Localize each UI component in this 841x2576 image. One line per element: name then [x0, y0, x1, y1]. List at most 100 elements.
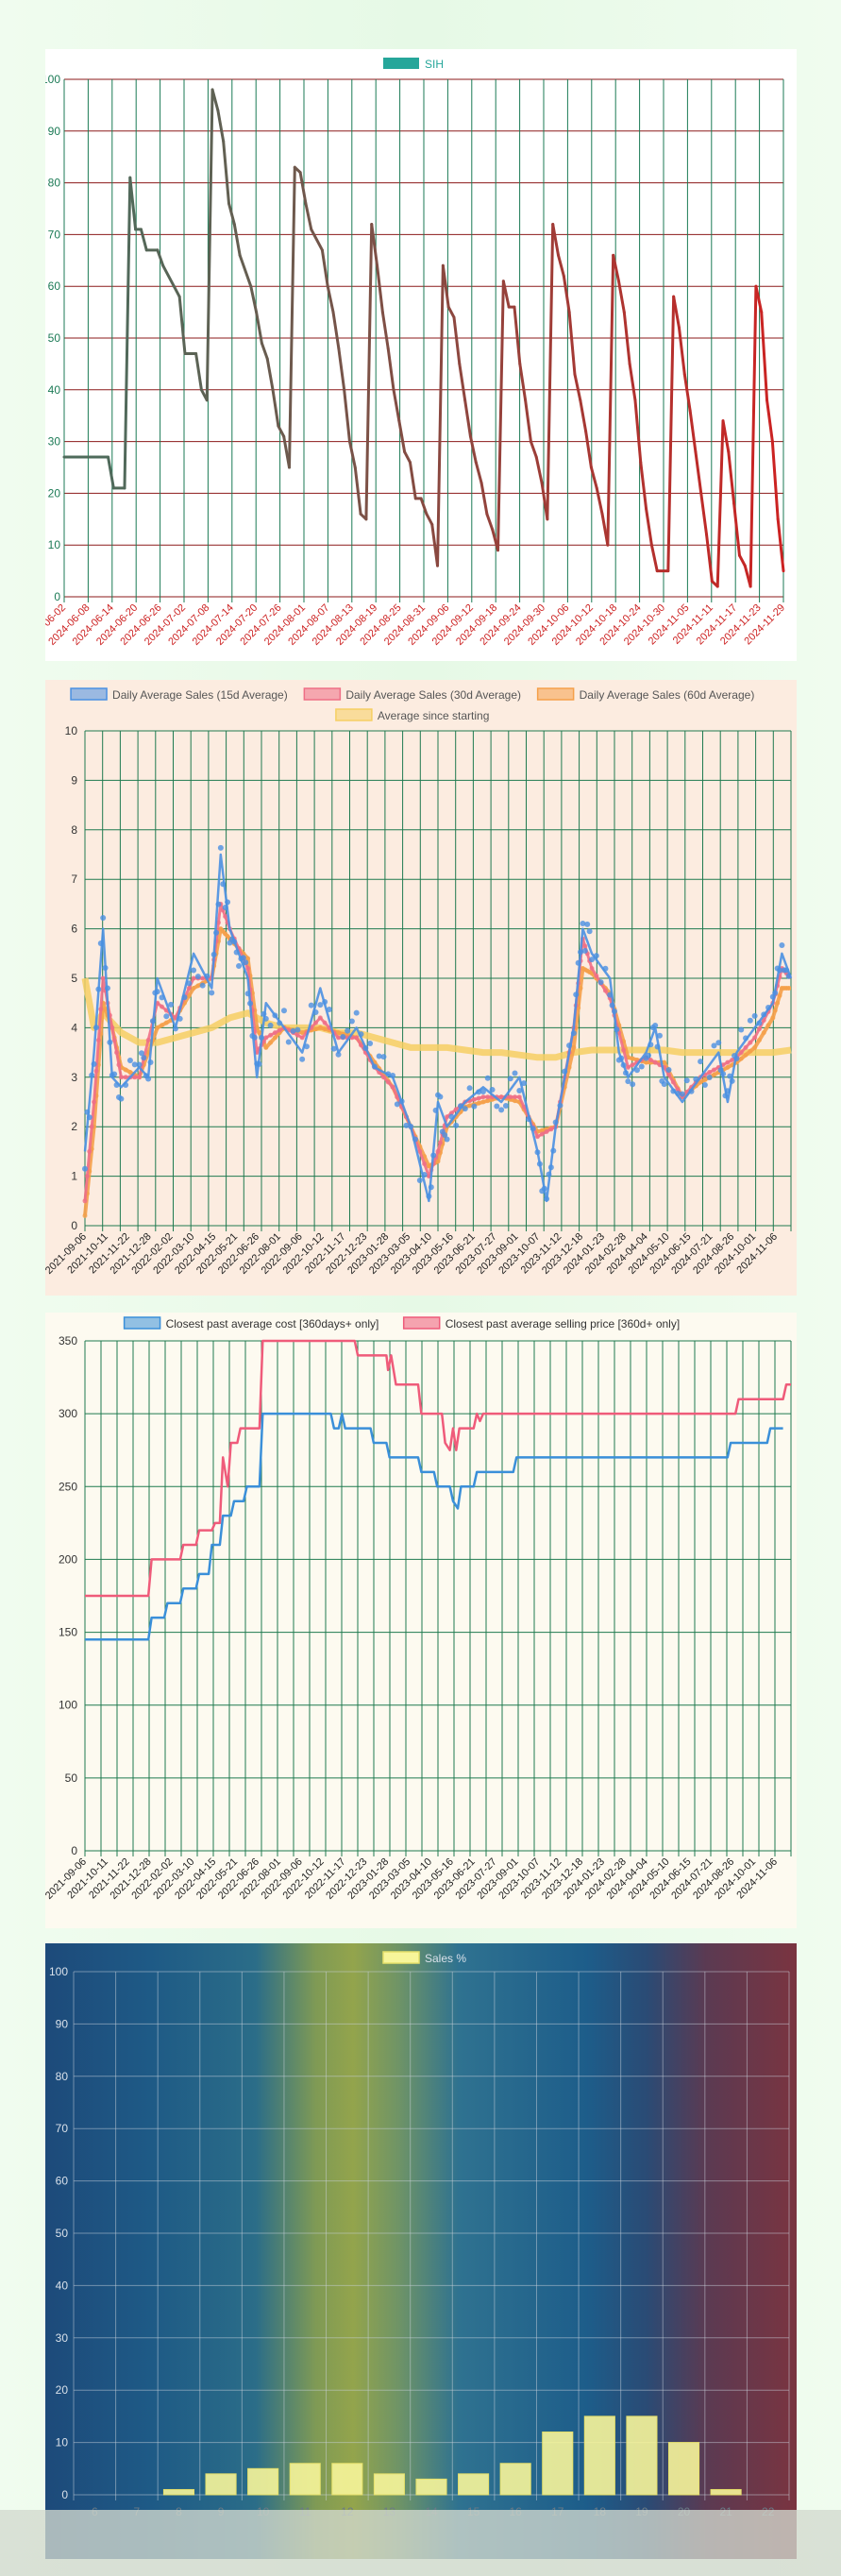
series-point-0 [267, 1022, 274, 1028]
series-point-0 [432, 1107, 439, 1113]
series-point-0 [777, 967, 783, 974]
series-point-0 [231, 939, 238, 945]
series-point-1 [145, 1038, 151, 1042]
sales-percent-bar [458, 2473, 490, 2496]
series-point-0 [722, 1093, 729, 1099]
series-point-1 [485, 1094, 491, 1100]
series-point-0 [562, 1068, 568, 1075]
y-tick-label: 90 [56, 2017, 69, 2030]
sales-percent-bar [205, 2473, 237, 2496]
series-point-0 [525, 1116, 531, 1123]
series-point-0 [578, 949, 584, 956]
series-point-2 [123, 1067, 128, 1073]
series-point-0 [743, 1035, 749, 1042]
series-point-0 [724, 1088, 731, 1094]
series-point-1 [480, 1094, 486, 1100]
sih-line-segment [546, 222, 555, 521]
sih-line-segment [298, 171, 308, 206]
series-point-0 [220, 881, 227, 888]
legend-swatch [123, 1316, 161, 1330]
legend-swatch [536, 687, 575, 701]
sih-line-segment [649, 543, 659, 573]
sih-line-segment [705, 533, 714, 584]
sih-line-segment [616, 280, 626, 314]
series-point-0 [428, 1184, 434, 1191]
sih-line-segment [474, 461, 483, 484]
series-point-0 [457, 1103, 463, 1110]
series-point-0 [512, 1070, 518, 1076]
sih-line-segment [737, 553, 747, 568]
series-point-2 [272, 1035, 278, 1041]
series-point-0 [612, 1008, 617, 1015]
series-point-2 [155, 1025, 160, 1030]
series-point-1 [738, 1050, 744, 1056]
sih-line-segment [156, 248, 165, 267]
series-point-0 [679, 1091, 685, 1097]
sih-line-segment [589, 466, 598, 490]
series-point-1 [471, 1096, 477, 1102]
series-point-0 [448, 1113, 455, 1120]
series-line-0 [85, 1412, 783, 1641]
series-point-1 [498, 1094, 504, 1100]
series-point-0 [476, 1089, 482, 1095]
legend-swatch [335, 708, 373, 721]
y-tick-label: 2 [71, 1120, 77, 1133]
sales-percent-bar [289, 2463, 321, 2496]
series-point-0 [159, 994, 165, 1001]
series-point-0 [194, 974, 201, 980]
series-point-1 [84, 1174, 90, 1179]
series-point-0 [566, 1042, 573, 1049]
series-point-0 [403, 1122, 410, 1128]
sih-line-segment [496, 280, 505, 552]
sih-line-segment [205, 88, 214, 402]
series-point-1 [93, 1068, 99, 1074]
y-tick-label: 100 [45, 73, 60, 86]
y-tick-label: 0 [54, 590, 60, 603]
series-point-1 [476, 1095, 481, 1101]
series-point-0 [138, 1050, 144, 1057]
series-point-1 [435, 1148, 441, 1154]
series-point-2 [513, 1098, 518, 1104]
series-point-1 [322, 1020, 328, 1025]
series-point-0 [602, 965, 609, 972]
y-tick-label: 50 [48, 331, 61, 345]
series-point-0 [118, 1095, 125, 1102]
sales-percent-bar [415, 2478, 447, 2496]
sih-line-segment [688, 409, 698, 454]
sih-line-segment [501, 280, 511, 309]
series-point-0 [698, 1059, 704, 1065]
series-point-2 [336, 1030, 342, 1036]
series-point-0 [670, 1088, 677, 1094]
series-point-2 [765, 1023, 771, 1028]
series-point-1 [385, 1079, 391, 1085]
series-point-0 [408, 1124, 414, 1130]
series-point-0 [779, 941, 785, 948]
sales-percent-bar [373, 2473, 405, 2496]
series-point-1 [116, 1062, 122, 1068]
y-tick-label: 10 [65, 724, 78, 737]
sih-line-segment [326, 284, 335, 314]
y-tick-label: 0 [71, 1219, 77, 1232]
sih-line-segment [364, 222, 374, 521]
y-tick-label: 1 [71, 1170, 77, 1183]
series-point-0 [614, 1026, 620, 1033]
series-line-0 [83, 853, 793, 1203]
series-point-0 [290, 1027, 296, 1034]
sales-percent-bar [667, 2442, 700, 2496]
sih-line-segment [161, 263, 176, 288]
sih-line-segment [216, 109, 226, 144]
series-point-0 [620, 1061, 627, 1068]
sih-line-segment [645, 507, 653, 547]
series-point-0 [720, 1071, 727, 1077]
series-point-0 [330, 1045, 337, 1052]
series-point-0 [656, 1032, 663, 1039]
y-tick-label: 6 [71, 923, 77, 936]
legend-swatch [382, 1951, 420, 1964]
series-point-0 [394, 1101, 400, 1108]
series-point-0 [362, 1045, 369, 1052]
series-point-0 [498, 1107, 505, 1113]
series-point-0 [145, 1076, 152, 1082]
sih-line-segment [468, 434, 478, 465]
sih-line-segment [343, 388, 351, 444]
series-point-0 [453, 1122, 460, 1128]
